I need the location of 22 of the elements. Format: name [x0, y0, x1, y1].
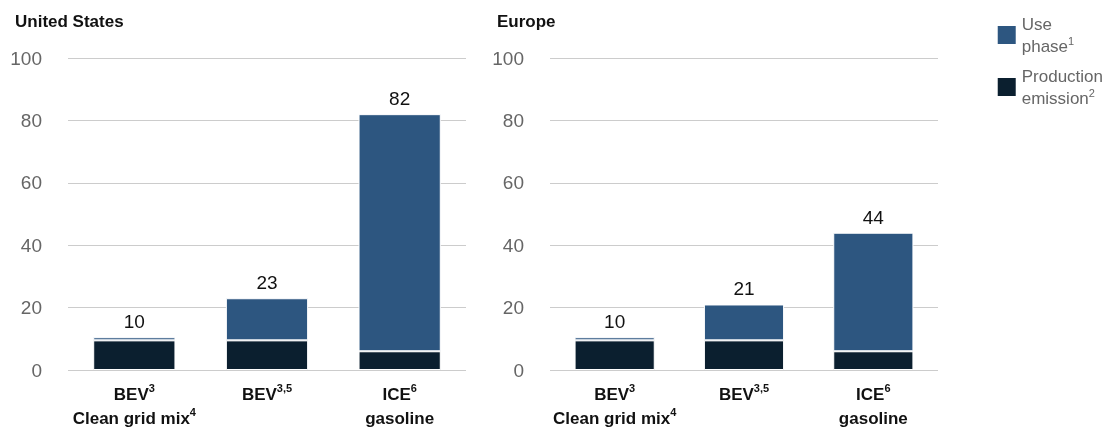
total-label: 44 [862, 206, 885, 228]
y-tick-label: 40 [502, 234, 524, 256]
y-tick-label: 80 [502, 109, 524, 131]
y-tick-label: 40 [20, 234, 42, 256]
total-label: 21 [733, 278, 755, 300]
y-tick-label: 60 [502, 172, 524, 194]
y-tick-label: 80 [20, 109, 42, 131]
chart-title: Europe [497, 12, 556, 31]
y-tick-label: 20 [20, 297, 42, 319]
y-tick-label: 20 [502, 297, 524, 319]
y-tick-label: 100 [492, 47, 524, 69]
y-tick-label: 0 [513, 359, 524, 381]
y-tick-label: 0 [31, 359, 42, 381]
total-label: 23 [256, 272, 278, 294]
total-label: 82 [389, 88, 411, 110]
bar [574, 340, 655, 370]
y-tick-label: 100 [10, 47, 42, 69]
total-label: 10 [123, 311, 145, 333]
chart-title: United States [15, 12, 124, 31]
bar [93, 340, 176, 370]
y-tick-label: 60 [20, 172, 42, 194]
total-label: 10 [604, 311, 626, 333]
